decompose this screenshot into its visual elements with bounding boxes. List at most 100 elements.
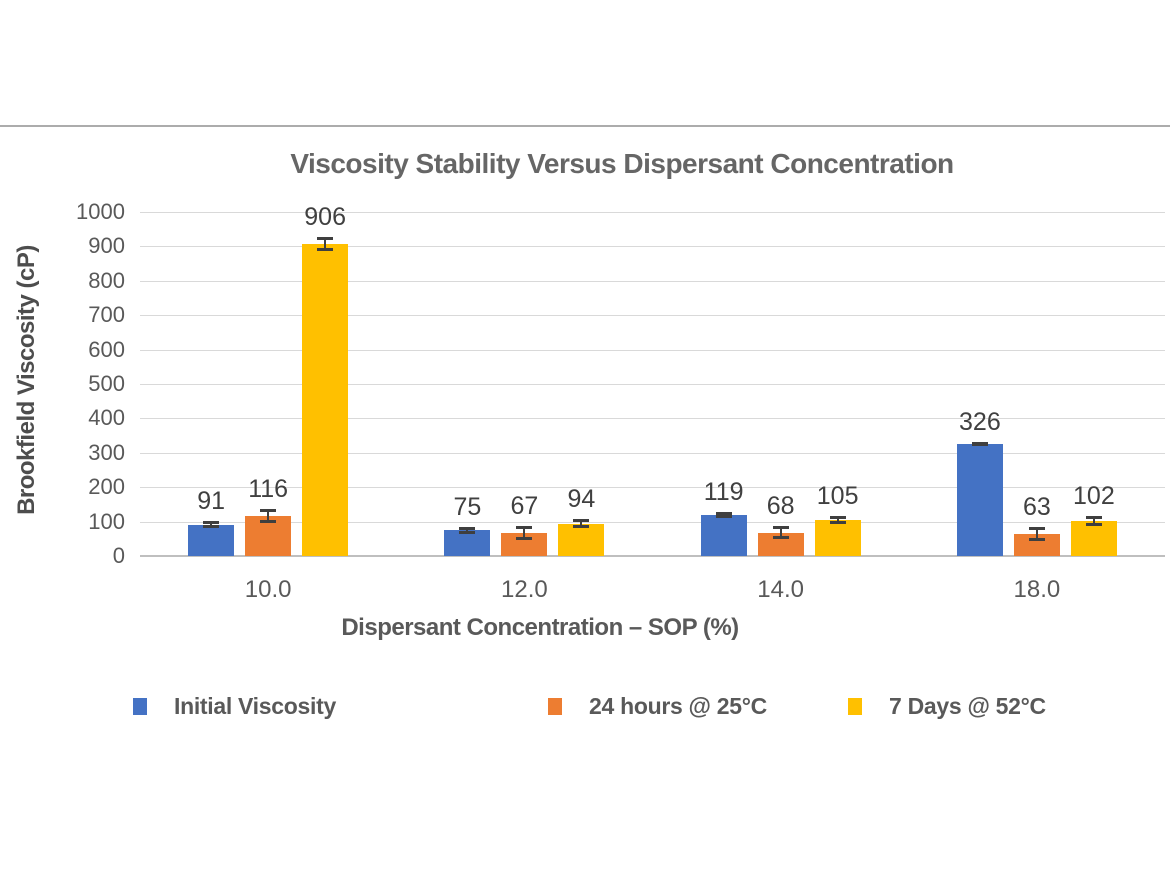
error-bar <box>317 237 334 252</box>
bar-initial-viscosity-18.0 <box>956 443 1003 556</box>
error-bar-cap-top <box>772 525 789 529</box>
legend-label: 7 Days @ 52°C <box>889 693 1046 719</box>
y-tick-label: 200 <box>88 474 125 500</box>
bar-24-hours-25-c-12.0 <box>501 532 548 556</box>
bar-initial-viscosity-10.0 <box>188 524 235 556</box>
error-bar <box>1028 527 1045 542</box>
error-bar <box>203 521 220 529</box>
top-divider <box>0 125 1170 127</box>
x-axis-line <box>140 555 1165 557</box>
y-tick-label: 300 <box>88 439 125 465</box>
error-bar-cap-bottom <box>829 521 846 524</box>
data-label: 75 <box>453 492 482 521</box>
data-label: 63 <box>1022 493 1051 522</box>
gridline <box>140 280 1165 282</box>
legend-label: 24 hours @ 25°C <box>589 693 767 719</box>
data-label: 102 <box>1073 482 1115 511</box>
x-tick-label: 18.0 <box>1013 576 1061 603</box>
gridline <box>140 349 1165 351</box>
bar-initial-viscosity-14.0 <box>700 515 747 556</box>
error-bar-line <box>580 518 583 529</box>
error-bar <box>772 525 789 540</box>
error-bar-line <box>722 511 725 519</box>
x-axis-title: Dispersant Concentration – SOP (%) <box>341 614 739 641</box>
x-tick-label: 10.0 <box>244 576 292 603</box>
gridline <box>140 384 1165 385</box>
error-bar-line <box>836 515 839 524</box>
error-bar-cap-top <box>459 526 476 530</box>
error-bar-line <box>324 237 327 252</box>
error-bar <box>573 518 590 529</box>
error-bar <box>1085 516 1102 526</box>
data-label: 67 <box>510 492 539 521</box>
error-bar-cap-top <box>1085 516 1102 520</box>
data-label: 326 <box>959 407 1001 436</box>
data-label: 94 <box>567 484 596 513</box>
error-bar-cap-bottom <box>573 525 590 529</box>
gridline <box>140 212 1165 213</box>
y-tick-label: 100 <box>88 508 125 534</box>
legend-item-24-hours-25-c: 24 hours @ 25°C <box>548 693 767 720</box>
error-bar <box>715 511 732 519</box>
y-tick-label: 1000 <box>76 199 125 224</box>
bar-7-days-52-c-10.0 <box>302 244 349 556</box>
legend-item-7-days-52-c: 7 Days @ 52°C <box>848 693 1046 720</box>
error-bar-cap-top <box>573 518 590 522</box>
y-tick-label: 800 <box>88 267 125 293</box>
error-bar-line <box>466 526 469 534</box>
legend-swatch-icon <box>133 698 147 715</box>
y-tick-label: 600 <box>88 336 125 362</box>
y-tick-label: 700 <box>88 302 125 328</box>
error-bar-cap-top <box>203 521 220 525</box>
data-label: 105 <box>816 481 859 510</box>
x-tick-label: 14.0 <box>757 576 804 603</box>
error-bar-line <box>779 525 782 540</box>
data-label: 116 <box>248 475 289 504</box>
error-bar-cap-top <box>715 511 732 515</box>
x-tick-label: 12.0 <box>501 576 548 603</box>
error-bar-cap-bottom <box>772 536 789 540</box>
error-bar-cap-bottom <box>715 515 732 519</box>
error-bar-line <box>1092 516 1095 526</box>
plot-area: 91 116 906 75 67 94 119 68 105 326 63 102 <box>140 203 1165 557</box>
error-bar-cap-bottom <box>516 536 533 540</box>
gridline <box>140 246 1165 248</box>
bar-7-days-52-c-14.0 <box>814 519 861 556</box>
y-tick-label: 900 <box>88 233 125 259</box>
y-tick-label: 500 <box>88 371 125 396</box>
error-bar-cap-top <box>516 526 533 530</box>
error-bar-cap-bottom <box>1028 538 1045 542</box>
data-label: 119 <box>703 477 744 506</box>
legend-label: Initial Viscosity <box>174 693 336 719</box>
error-bar-cap-top <box>317 237 334 241</box>
error-bar-cap-bottom <box>1085 522 1102 526</box>
bar-7-days-52-c-12.0 <box>558 523 605 556</box>
error-bar-line <box>1035 527 1038 542</box>
legend-swatch-icon <box>848 698 862 715</box>
legend-swatch-icon <box>548 698 562 715</box>
bar-24-hours-25-c-18.0 <box>1013 534 1060 556</box>
data-label: 68 <box>766 491 795 520</box>
error-bar <box>829 515 846 524</box>
legend-item-initial-viscosity: Initial Viscosity <box>133 693 336 720</box>
bar-initial-viscosity-12.0 <box>444 530 491 556</box>
error-bar-line <box>267 509 270 523</box>
error-bar-cap-top <box>1028 527 1045 531</box>
error-bar-cap-bottom <box>203 525 220 529</box>
error-bar-cap-top <box>260 509 277 513</box>
error-bar <box>459 526 476 534</box>
x-axis-tick-labels: 10.0 12.0 14.0 18.0 <box>140 576 1165 608</box>
y-tick-label: 400 <box>88 405 125 431</box>
error-bar-cap-bottom <box>459 530 476 534</box>
data-label: 906 <box>304 203 346 232</box>
gridline <box>140 521 1165 523</box>
error-bar-cap-bottom <box>317 248 334 252</box>
bar-7-days-52-c-18.0 <box>1070 520 1117 556</box>
error-bar-line <box>523 526 526 540</box>
gridline <box>140 315 1165 317</box>
data-label: 91 <box>197 487 226 516</box>
error-bar <box>971 441 988 446</box>
error-bar <box>260 509 277 523</box>
error-bar-line <box>210 521 213 529</box>
